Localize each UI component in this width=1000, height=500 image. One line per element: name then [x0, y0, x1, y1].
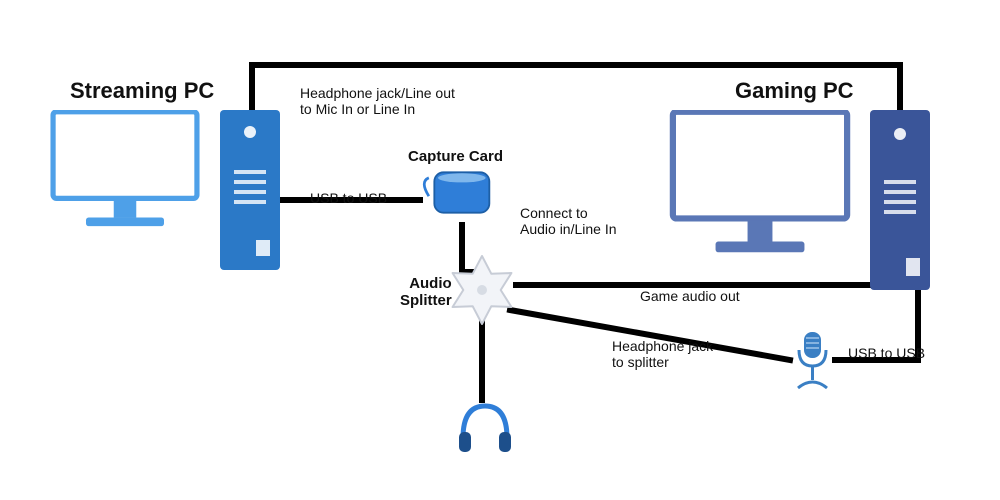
microphone-icon [790, 330, 835, 390]
label-game-audio-out: Game audio out [640, 288, 740, 304]
streaming-tower-icon [220, 110, 280, 270]
label-usb-capture: USB to USB [310, 190, 387, 206]
label-headphone-splitter: Headphone jack to splitter [612, 338, 713, 370]
label-top-cable: Headphone jack/Line out to Mic In or Lin… [300, 85, 455, 117]
streaming-monitor-icon [40, 110, 210, 240]
gaming-monitor-icon [660, 110, 860, 270]
label-usb-mic: USB to USB [848, 345, 925, 361]
headphones-icon [455, 400, 515, 455]
gaming-pc-title: Gaming PC [735, 78, 854, 103]
gaming-tower-icon [870, 110, 930, 290]
capture-card-icon [420, 165, 500, 220]
capture-card-title: Capture Card [408, 148, 503, 165]
diagram-stage: Streaming PC Gaming PC Capture Card Audi… [0, 0, 1000, 500]
streaming-pc-title: Streaming PC [70, 78, 214, 103]
label-capture-audio-in: Connect to Audio in/Line In [520, 205, 617, 237]
audio-splitter-title: Audio Splitter [400, 275, 452, 310]
audio-splitter-icon [442, 250, 522, 330]
